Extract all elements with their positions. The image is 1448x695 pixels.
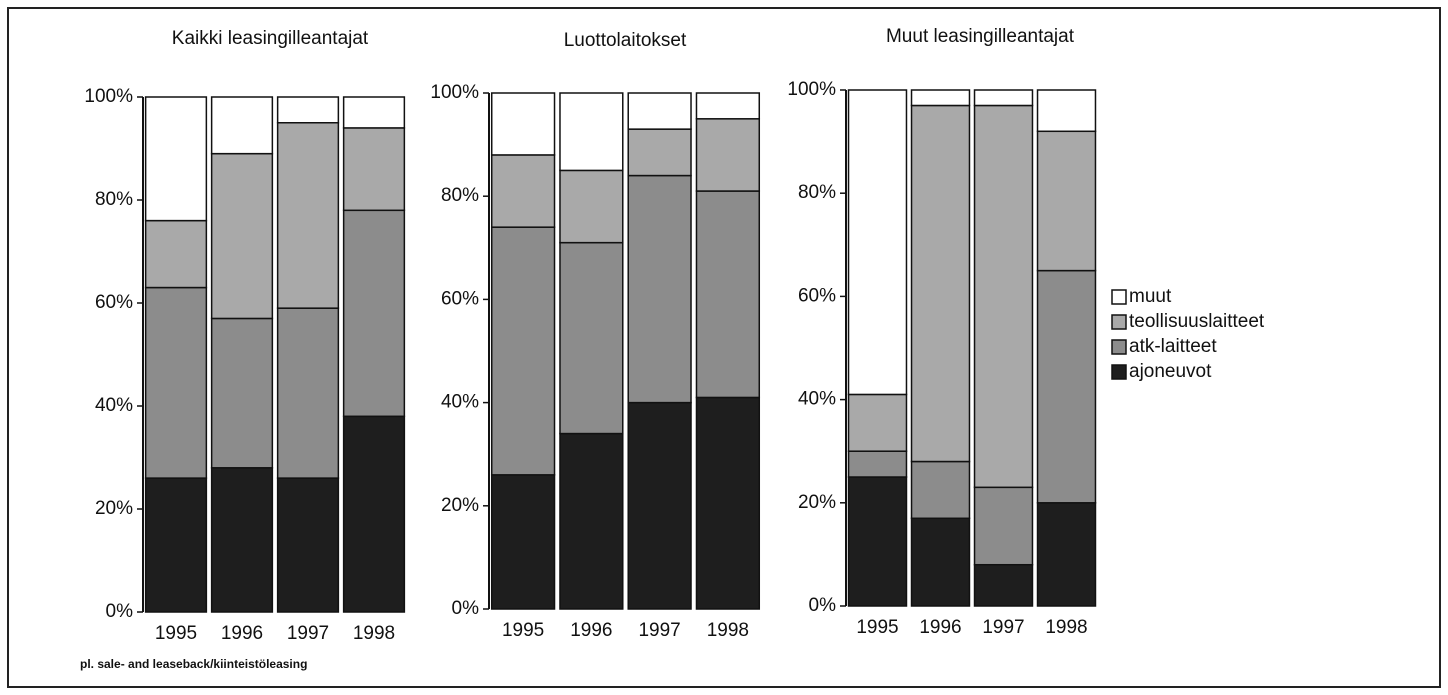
bar-segment [627, 174, 692, 404]
y-tick-label: 80% [798, 182, 836, 203]
legend-swatch [1111, 364, 1127, 380]
x-tick-label: 1996 [919, 617, 961, 638]
legend-swatch [1111, 339, 1127, 355]
bar-segment [342, 209, 406, 418]
legend-swatch [1111, 314, 1127, 330]
x-tick-label: 1998 [707, 620, 749, 641]
bar-segment [210, 152, 274, 320]
y-tick-label: 100% [84, 86, 133, 107]
y-tick-label: 80% [441, 185, 479, 206]
bar-segment [910, 104, 971, 463]
bar-segment [559, 169, 624, 244]
bar-segment [1036, 130, 1097, 272]
bar-segment [276, 477, 340, 613]
x-tick-label: 1996 [570, 620, 612, 641]
bar-segment [847, 476, 908, 607]
bar-segment [559, 92, 624, 172]
y-tick-label: 20% [798, 492, 836, 513]
x-tick-label: 1995 [155, 623, 197, 644]
y-tick-label: 20% [95, 498, 133, 519]
footnote: pl. sale- and leaseback/kiinteistöleasin… [80, 657, 308, 671]
x-tick-label: 1997 [982, 617, 1024, 638]
y-tick-label: 80% [95, 189, 133, 210]
bar-segment [847, 450, 908, 478]
bar-segment [847, 89, 908, 396]
bar-segment [559, 241, 624, 435]
x-tick-label: 1998 [1045, 617, 1087, 638]
x-tick-label: 1997 [287, 623, 329, 644]
y-tick-label: 100% [787, 79, 836, 100]
bar-segment [973, 563, 1034, 607]
legend-swatch [1111, 289, 1127, 305]
bar-segment [490, 154, 556, 228]
bar-segment [973, 486, 1034, 566]
legend-label: teollisuuslaitteet [1129, 311, 1265, 332]
bar-segment [910, 460, 971, 520]
bar-segment [695, 396, 761, 610]
bar-segment [490, 226, 556, 476]
y-tick-label: 20% [441, 495, 479, 516]
bar-segment [973, 89, 1034, 107]
x-tick-label: 1997 [638, 620, 680, 641]
y-tick-label: 40% [798, 389, 836, 410]
y-tick-label: 0% [452, 598, 480, 619]
x-tick-label: 1998 [353, 623, 395, 644]
x-tick-label: 1996 [221, 623, 263, 644]
bar-segment [627, 92, 692, 130]
bar-segment [490, 92, 556, 156]
y-tick-label: 60% [441, 288, 479, 309]
chart-title: Muut leasingilleantajat [885, 26, 1074, 47]
bar-segment [210, 317, 274, 469]
x-tick-label: 1995 [856, 617, 898, 638]
frame [7, 7, 1441, 688]
chart-title: Kaikki leasingilleantajat [171, 28, 369, 49]
bar-segment [1036, 502, 1097, 607]
y-tick-label: 0% [809, 595, 837, 616]
bar-segment [627, 128, 692, 177]
bar-segment [210, 467, 274, 613]
y-tick-label: 0% [106, 601, 134, 622]
y-tick-label: 100% [430, 82, 479, 103]
y-tick-label: 60% [95, 292, 133, 313]
y-tick-label: 60% [798, 285, 836, 306]
bar-segment [276, 307, 340, 479]
y-tick-label: 40% [95, 395, 133, 416]
bar-segment [144, 477, 208, 613]
bar-segment [144, 219, 208, 289]
legend-label: muut [1129, 286, 1172, 307]
bar-segment [276, 96, 340, 124]
bar-segment [847, 393, 908, 452]
bar-segment [342, 96, 406, 129]
x-tick-label: 1995 [502, 620, 544, 641]
bar-segment [342, 127, 406, 212]
legend-label: ajoneuvot [1129, 361, 1212, 382]
bar-segment [210, 96, 274, 155]
bar-segment [1036, 89, 1097, 133]
bar-segment [973, 104, 1034, 489]
legend-label: atk-laitteet [1129, 336, 1217, 357]
bar-segment [695, 190, 761, 399]
bar-segment [490, 474, 556, 610]
bar-segment [910, 89, 971, 107]
bar-segment [627, 401, 692, 610]
chart-title: Luottolaitokset [563, 30, 687, 51]
bar-segment [1036, 269, 1097, 504]
bar-segment [342, 415, 406, 613]
bar-segment [559, 432, 624, 610]
bar-segment [695, 92, 761, 120]
bar-segment [144, 96, 208, 222]
bar-segment [276, 122, 340, 309]
bar-segment [910, 517, 971, 607]
bar-segment [695, 118, 761, 192]
y-tick-label: 40% [441, 392, 479, 413]
bar-segment [144, 286, 208, 479]
